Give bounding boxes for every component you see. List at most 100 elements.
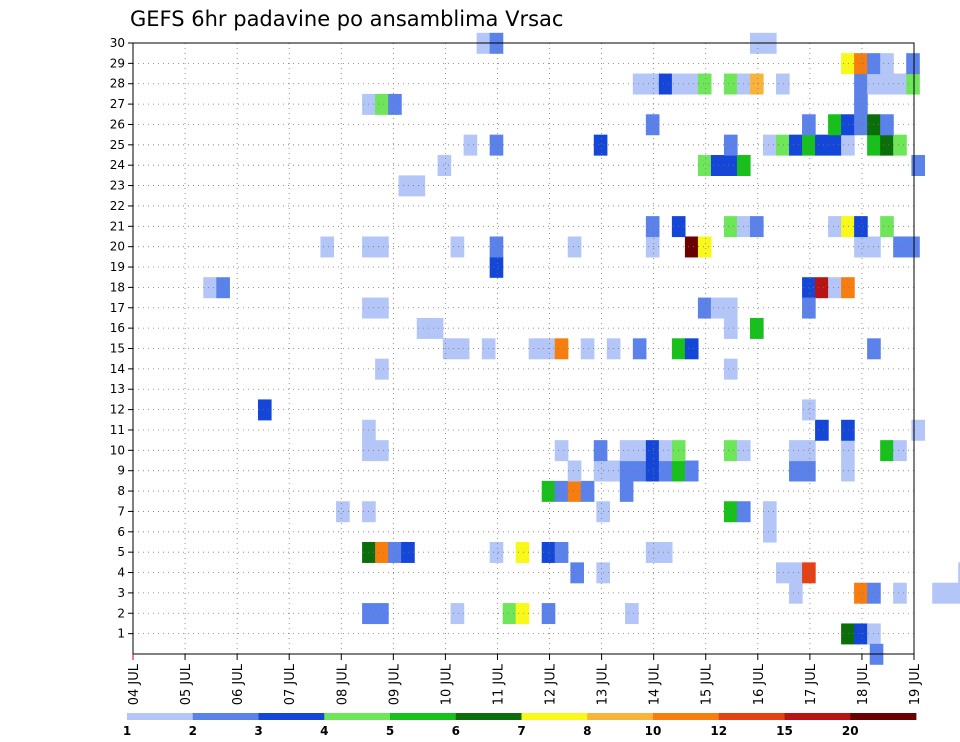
heatmap-cell: [429, 317, 444, 339]
heatmap-cell: [632, 440, 647, 462]
heatmap-cell: [684, 460, 699, 482]
heatmap-cell: [388, 93, 402, 115]
heatmap-cell: [854, 623, 868, 645]
heatmap-cell: [632, 338, 647, 360]
y-tick-label: 11: [110, 423, 125, 437]
heatmap-cell: [450, 603, 465, 625]
colorbar: 1 2 3 4 5 6 7 8 10 12 15 20: [123, 713, 917, 738]
y-tick-label: 12: [110, 403, 125, 417]
colorbar-label: 8: [583, 724, 591, 738]
heatmap-cell: [502, 603, 517, 625]
heatmap-cell: [945, 582, 959, 604]
y-tick-label: 1: [117, 627, 125, 641]
heatmap-cell: [697, 236, 712, 258]
heatmap-cell: [375, 236, 389, 258]
y-tick-label: 19: [110, 260, 125, 274]
colorbar-label: 4: [320, 724, 328, 738]
heatmap-cell: [841, 277, 855, 299]
heatmap-cell: [828, 277, 842, 299]
heatmap-cell: [789, 134, 803, 156]
heatmap-cell: [450, 236, 465, 258]
heatmap-cell: [789, 562, 803, 584]
heatmap-cell: [723, 73, 738, 95]
colorbar-label: 2: [189, 724, 197, 738]
heatmap-cell: [723, 297, 738, 319]
colorbar-label: 1: [123, 724, 131, 738]
heatmap-cell: [580, 480, 595, 502]
heatmap-cell: [570, 562, 584, 584]
x-tick-label: 16 JUL: [752, 663, 767, 705]
heatmap-cell: [841, 623, 855, 645]
heatmap-cell: [828, 134, 842, 156]
x-tick-label: 12 JUL: [544, 663, 559, 705]
heatmap-cell: [645, 460, 660, 482]
heatmap-cell: [763, 501, 777, 523]
heatmap-cell: [815, 134, 829, 156]
heatmap-cell: [841, 216, 855, 238]
colorbar-swatch: [324, 713, 391, 720]
y-tick-label: 30: [110, 36, 125, 50]
heatmap-cell: [723, 134, 738, 156]
heatmap-cell: [632, 73, 647, 95]
heatmap-cell: [789, 440, 803, 462]
heatmap-cell: [375, 93, 389, 115]
heatmap-cell: [645, 236, 660, 258]
heatmap-cell: [697, 155, 712, 176]
x-tick-label: 10 JUL: [439, 663, 454, 705]
heatmap-cell: [828, 216, 842, 238]
colorbar-swatch: [390, 713, 457, 720]
heatmap-cell: [528, 338, 543, 360]
heatmap-cell: [841, 134, 855, 156]
heatmap-cell: [375, 440, 389, 462]
x-tick-label: 06 JUL: [231, 663, 246, 705]
heatmap-cell: [776, 134, 790, 156]
y-tick-label: 22: [110, 199, 125, 213]
y-tick-label: 20: [110, 240, 125, 254]
colorbar-label: 20: [842, 724, 859, 738]
heatmap-cell: [815, 419, 829, 441]
heatmap-cell: [710, 155, 725, 176]
y-tick-label: 16: [110, 321, 125, 335]
x-tick-label: 07 JUL: [283, 663, 298, 705]
heatmap-cell: [893, 236, 907, 258]
colorbar-swatch: [784, 713, 851, 720]
y-axis: 1234567891011121314151617181920212223242…: [110, 36, 133, 641]
heatmap-cell: [854, 93, 868, 115]
heatmap-cell: [893, 73, 907, 95]
heatmap-cell: [567, 460, 582, 482]
heatmap-cell: [257, 399, 272, 421]
heatmap-cell: [854, 73, 868, 95]
x-tick-label: 05 JUL: [179, 663, 194, 705]
y-tick-label: 13: [110, 382, 125, 396]
heatmap-cell: [684, 73, 699, 95]
colorbar-label: 10: [645, 724, 662, 738]
heatmap-cell: [723, 317, 738, 339]
y-tick-label: 28: [110, 77, 125, 91]
heatmap-cell: [789, 582, 803, 604]
x-tick-label: 13 JUL: [596, 663, 611, 705]
heatmap-cell: [658, 541, 673, 563]
heatmap-cell: [880, 53, 894, 75]
y-tick-label: 9: [117, 464, 125, 478]
heatmap-cell: [841, 419, 855, 441]
heatmap-cells: [203, 32, 960, 665]
heatmap-cell: [515, 541, 530, 563]
heatmap-cell: [958, 562, 960, 584]
heatmap-cell: [645, 216, 660, 238]
heatmap-cell: [645, 114, 660, 136]
heatmap-cell: [763, 521, 777, 543]
y-tick-label: 5: [117, 545, 125, 559]
heatmap-cell: [455, 338, 470, 360]
colorbar-swatch: [587, 713, 654, 720]
heatmap-cell: [723, 216, 738, 238]
colorbar-swatch: [718, 713, 785, 720]
heatmap-cell: [749, 216, 764, 238]
x-tick-label: 11 JUL: [491, 663, 506, 705]
heatmap-cell: [567, 480, 582, 502]
x-tick-label: 15 JUL: [700, 663, 715, 705]
heatmap-cell: [442, 338, 457, 360]
heatmap-cell: [375, 358, 389, 380]
x-tick-label: 09 JUL: [387, 663, 402, 705]
y-tick-label: 3: [117, 586, 125, 600]
